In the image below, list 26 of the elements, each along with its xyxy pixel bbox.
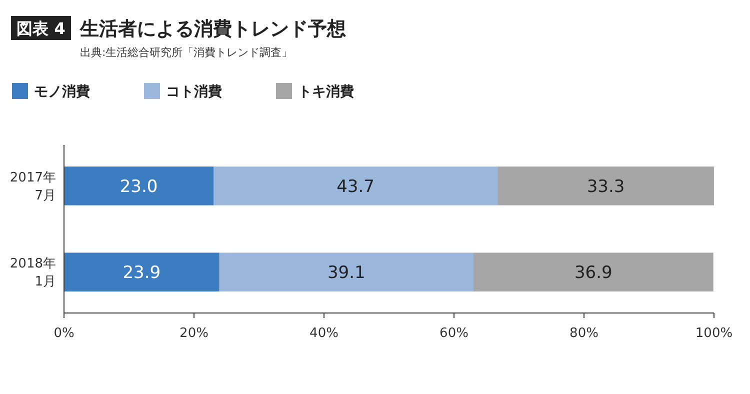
bar bbox=[219, 252, 474, 292]
chart-title: 生活者による消費トレンド予想 bbox=[79, 18, 346, 40]
legend-label: モノ消費 bbox=[34, 84, 90, 100]
data-label: 23.9 bbox=[122, 263, 161, 284]
x-tick-label: 20% bbox=[180, 326, 208, 341]
x-tick-label: 80% bbox=[570, 326, 598, 341]
bar bbox=[64, 252, 220, 292]
data-label: 43.7 bbox=[336, 176, 374, 197]
y-tick-label: 2017年 7月 bbox=[10, 170, 56, 204]
legend-label: トキ消費 bbox=[298, 84, 354, 100]
x-tick-label: 100% bbox=[695, 326, 733, 341]
bar bbox=[474, 252, 714, 292]
chart-subtitle: 出典:生活総合研究所「消費トレンド調査」 bbox=[80, 46, 293, 59]
bar bbox=[498, 166, 714, 206]
text: 図表 4 bbox=[16, 18, 66, 38]
y-tick-label: 2018年 1月 bbox=[10, 256, 56, 290]
bar bbox=[64, 166, 214, 206]
data-label: 23.0 bbox=[120, 176, 158, 197]
data-label: 39.1 bbox=[327, 263, 366, 284]
x-tick-label: 0% bbox=[54, 326, 74, 341]
data-label: 33.3 bbox=[586, 176, 625, 197]
legend-label: コト消費 bbox=[166, 84, 222, 100]
x-tick-label: 60% bbox=[440, 326, 468, 341]
data-label: 36.9 bbox=[574, 263, 612, 284]
bar bbox=[214, 166, 498, 206]
x-tick-label: 40% bbox=[310, 326, 338, 341]
